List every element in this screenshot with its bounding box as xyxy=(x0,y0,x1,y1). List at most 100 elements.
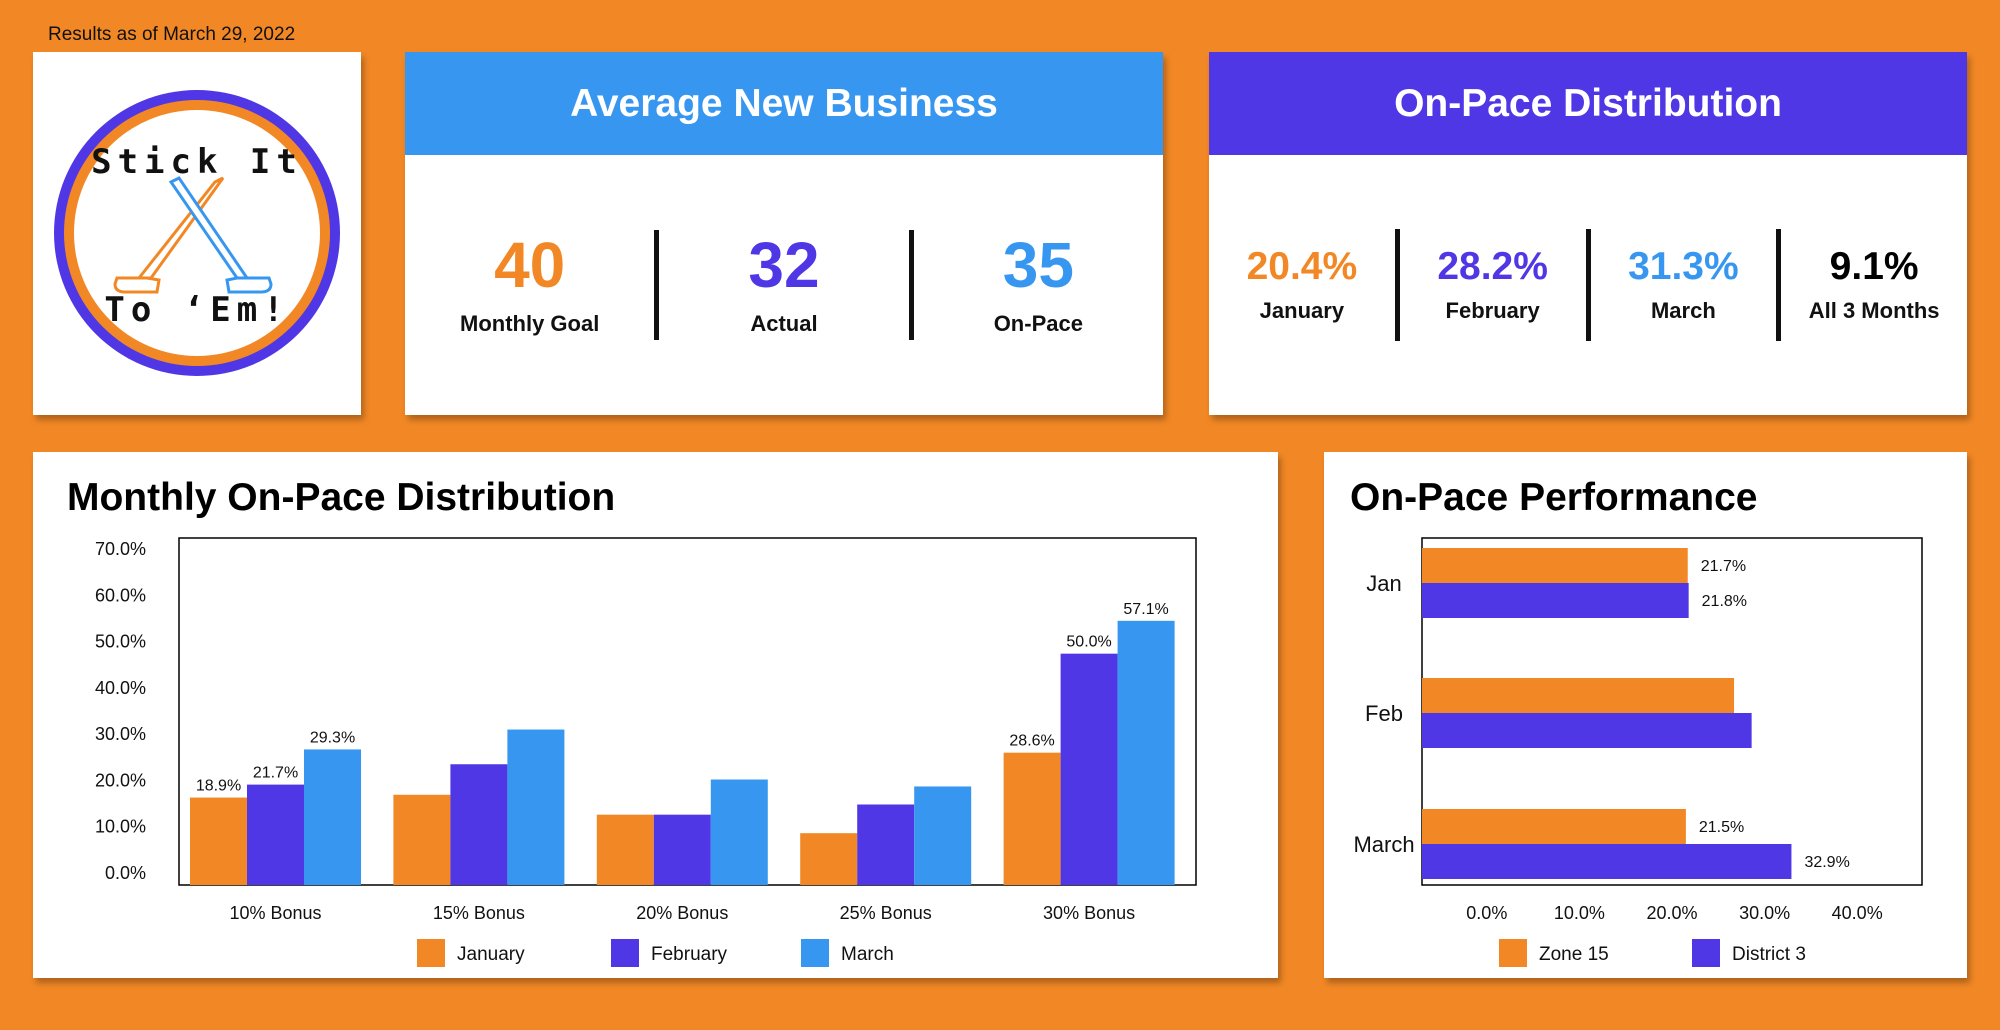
x-tick-label: 20.0% xyxy=(1646,903,1697,923)
chart-title: On-Pace Performance xyxy=(1350,476,1758,519)
kpi-value: 28.2% xyxy=(1437,244,1548,288)
legend-label: January xyxy=(457,944,525,965)
logo-text-line2: To ‘Em! xyxy=(104,290,289,330)
x-tick-label: 25% Bonus xyxy=(840,903,932,923)
bar-january xyxy=(1003,752,1061,885)
bar-january xyxy=(800,833,858,885)
kpi-february: 28.2% February xyxy=(1400,247,1586,324)
data-label: 29.3% xyxy=(310,729,355,746)
bar-january xyxy=(190,797,247,885)
bar-february xyxy=(247,784,304,885)
y-tick-label: 50.0% xyxy=(95,632,146,652)
on-pace-distribution-card: On-Pace Distribution 20.4% January 28.2%… xyxy=(1209,52,1967,415)
data-label: 21.5% xyxy=(1699,819,1744,836)
kpi-all-3-months: 9.1% All 3 Months xyxy=(1781,247,1967,324)
kpi-label: On-Pace xyxy=(993,311,1083,336)
results-date: Results as of March 29, 2022 xyxy=(48,24,296,45)
bar-march xyxy=(710,779,768,885)
kpi-label: January xyxy=(1259,297,1345,323)
on-pace-distribution-title: On-Pace Distribution xyxy=(1209,52,1967,155)
kpi-label: Monthly Goal xyxy=(460,311,600,336)
bar-zone-15 xyxy=(1422,548,1688,583)
kpi-label: All 3 Months xyxy=(1808,297,1940,323)
kpi-value: 32 xyxy=(748,229,820,301)
kpi-divider xyxy=(1585,229,1591,341)
legend-label: February xyxy=(651,944,728,965)
data-label: 57.1% xyxy=(1123,601,1168,618)
bar-february xyxy=(653,814,711,885)
data-label: 18.9% xyxy=(196,778,241,795)
bar-january xyxy=(596,814,654,885)
bar-zone-15 xyxy=(1422,678,1735,713)
legend-swatch-february xyxy=(611,939,639,967)
data-label: 28.6% xyxy=(1009,733,1054,750)
kpi-march: 31.3% March xyxy=(1591,247,1777,324)
kpi-divider xyxy=(654,230,660,340)
legend-swatch-january xyxy=(417,939,445,967)
chart-title: Monthly On-Pace Distribution xyxy=(67,476,616,519)
kpi-divider xyxy=(1776,229,1782,341)
x-tick-label: 40.0% xyxy=(1832,903,1883,923)
bar-january xyxy=(393,794,451,885)
x-tick-label: 30% Bonus xyxy=(1043,903,1135,923)
x-tick-label: 30.0% xyxy=(1739,903,1790,923)
x-tick-label: 20% Bonus xyxy=(636,903,728,923)
x-tick-label: 10.0% xyxy=(1554,903,1605,923)
x-tick-label: 15% Bonus xyxy=(433,903,525,923)
kpi-on-pace: 35 On-Pace xyxy=(914,233,1163,337)
kpi-value: 35 xyxy=(1002,229,1074,301)
data-label: 21.7% xyxy=(253,765,298,782)
data-label: 21.8% xyxy=(1702,593,1747,610)
kpi-divider xyxy=(1394,229,1400,341)
x-tick-label: 10% Bonus xyxy=(229,903,321,923)
stick-it-logo: Stick It To ‘Em! xyxy=(54,90,340,376)
monthly-on-pace-distribution-card: 0.0% 10.0% 20.0% 30.0% 40.0% 50.0% 60.0% 70.0% 1… xyxy=(33,452,1278,978)
bar-february xyxy=(1060,653,1118,885)
kpi-label: March xyxy=(1650,297,1716,323)
on-pace-distribution-body: 20.4% January 28.2% February 31.3% March… xyxy=(1209,155,1967,415)
bar-march xyxy=(304,749,361,885)
logo-text-line1: Stick It xyxy=(91,142,303,182)
y-category-label: Jan xyxy=(1366,571,1401,596)
kpi-value: 31.3% xyxy=(1628,244,1739,288)
hockey-sticks-icon xyxy=(113,176,273,294)
average-new-business-title: Average New Business xyxy=(405,52,1163,155)
y-tick-label: 30.0% xyxy=(95,724,146,744)
data-label: 32.9% xyxy=(1804,854,1849,871)
y-tick-label: 20.0% xyxy=(95,770,146,790)
kpi-value: 40 xyxy=(494,229,566,301)
bar-march xyxy=(914,786,972,885)
bar-february xyxy=(450,764,508,885)
legend-label: Zone 15 xyxy=(1539,944,1609,965)
y-tick-label: 70.0% xyxy=(95,539,146,559)
average-new-business-body: 40 Monthly Goal 32 Actual 35 On-Pace xyxy=(405,155,1163,415)
bar-district-3 xyxy=(1422,583,1689,618)
kpi-label: Actual xyxy=(750,311,818,336)
data-label: 50.0% xyxy=(1066,634,1111,651)
y-tick-label: 60.0% xyxy=(95,585,146,605)
bar-district-3 xyxy=(1422,844,1792,879)
x-tick-label: 0.0% xyxy=(1466,903,1507,923)
y-category-label: March xyxy=(1353,832,1414,857)
legend-label: March xyxy=(841,944,894,965)
legend-label: District 3 xyxy=(1732,944,1806,965)
legend-swatch-zone-15 xyxy=(1499,939,1527,967)
on-pace-performance-card: 0.0% 10.0% 20.0% 30.0% 40.0% 21.7% 21.8% Jan Feb… xyxy=(1324,452,1967,978)
kpi-value: 9.1% xyxy=(1829,244,1919,288)
logo-card: Stick It To ‘Em! xyxy=(33,52,361,415)
monthly-on-pace-chart: 0.0% 10.0% 20.0% 30.0% 40.0% 50.0% 60.0% 70.0% 1… xyxy=(95,537,1197,967)
legend-swatch-march xyxy=(801,939,829,967)
kpi-monthly-goal: 40 Monthly Goal xyxy=(405,233,654,337)
kpi-value: 20.4% xyxy=(1246,244,1358,288)
on-pace-performance-chart: 0.0% 10.0% 20.0% 30.0% 40.0% 21.7% 21.8% Jan Feb… xyxy=(1353,537,1923,967)
bar-march xyxy=(507,729,565,885)
bar-february xyxy=(857,804,915,885)
y-tick-label: 40.0% xyxy=(95,678,146,698)
bar-district-3 xyxy=(1422,713,1752,748)
kpi-divider xyxy=(908,230,914,340)
kpi-label: February xyxy=(1445,297,1540,323)
legend-swatch-district-3 xyxy=(1692,939,1720,967)
average-new-business-card: Average New Business 40 Monthly Goal 32 … xyxy=(405,52,1163,415)
y-tick-label: 10.0% xyxy=(95,817,146,837)
kpi-actual: 32 Actual xyxy=(659,233,908,337)
